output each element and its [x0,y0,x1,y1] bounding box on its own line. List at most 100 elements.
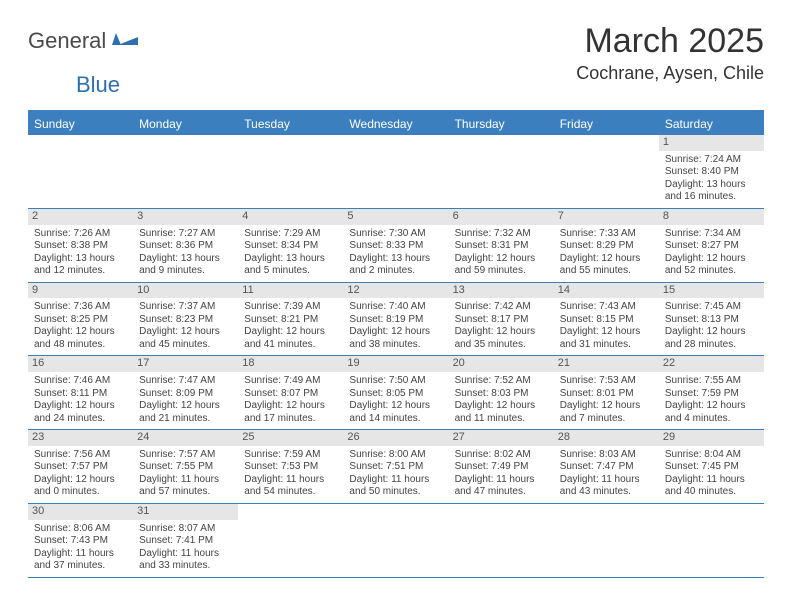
cell-daylight: Daylight: 12 hours and 14 minutes. [349,400,442,425]
cell-sunrise: Sunrise: 7:40 AM [349,301,442,314]
cell-daylight: Daylight: 11 hours and 37 minutes. [34,548,127,573]
calendar-cell [343,504,448,577]
calendar-cell: 9Sunrise: 7:36 AMSunset: 8:25 PMDaylight… [28,283,133,356]
calendar-cell: 29 Sunrise: 8:04 AMSunset: 7:45 PMDayligh… [659,430,764,503]
calendar-cell: 2Sunrise: 7:26 AMSunset: 8:38 PMDaylight… [28,209,133,282]
calendar-cell: 12Sunrise: 7:40 AMSunset: 8:19 PMDayligh… [343,283,448,356]
calendar-cell: 15Sunrise: 7:45 AMSunset: 8:13 PMDayligh… [659,283,764,356]
cell-sunrise: Sunrise: 7:55 AM [665,375,758,388]
cell-daylight: Daylight: 12 hours and 17 minutes. [244,400,337,425]
cell-sunset: Sunset: 8:40 PM [665,166,758,179]
calendar-cell: 16Sunrise: 7:46 AMSunset: 8:11 PMDayligh… [28,356,133,429]
day-number: 30 [28,504,133,520]
cell-sunrise: Sunrise: 7:24 AM [665,154,758,167]
cell-sunrise: Sunrise: 7:32 AM [455,228,548,241]
day-number: 13 [449,283,554,299]
day-number: 9 [28,283,133,299]
cell-daylight: Daylight: 12 hours and 0 minutes. [34,474,127,499]
cell-sunset: Sunset: 7:43 PM [34,535,127,548]
day-number: 22 [659,356,764,372]
calendar-cell [659,504,764,577]
cell-daylight: Daylight: 12 hours and 31 minutes. [560,326,653,351]
day-number: 17 [133,356,238,372]
cell-sunrise: Sunrise: 7:50 AM [349,375,442,388]
calendar-cell [343,135,448,208]
cell-daylight: Daylight: 11 hours and 40 minutes. [665,474,758,499]
calendar-weeks: 1 Sunrise: 7:24 AMSunset: 8:40 PM Daylight… [28,135,764,578]
dayhead-wed: Wednesday [343,112,448,135]
day-number: 21 [554,356,659,372]
cell-daylight: Daylight: 12 hours and 21 minutes. [139,400,232,425]
calendar-cell: 31Sunrise: 8:07 AMSunset: 7:41 PMDayligh… [133,504,238,577]
cell-daylight: Daylight: 12 hours and 35 minutes. [455,326,548,351]
calendar-cell: 23Sunrise: 7:56 AMSunset: 7:57 PMDayligh… [28,430,133,503]
cell-sunset: Sunset: 7:57 PM [34,461,127,474]
calendar-cell [238,504,343,577]
cell-sunset: Sunset: 8:13 PM [665,314,758,327]
calendar-cell: 17Sunrise: 7:47 AMSunset: 8:09 PMDayligh… [133,356,238,429]
cell-sunset: Sunset: 8:17 PM [455,314,548,327]
calendar-cell: 3Sunrise: 7:27 AMSunset: 8:36 PMDaylight… [133,209,238,282]
logo-word1: General [28,28,106,54]
cell-sunrise: Sunrise: 7:46 AM [34,375,127,388]
calendar-week: 1Sunrise: 7:24 AMSunset: 8:40 PMDaylight… [28,135,764,209]
cell-daylight: Daylight: 12 hours and 11 minutes. [455,400,548,425]
logo-flag-icon [112,31,138,52]
calendar-cell: 13 Sunrise: 7:42 AMSunset: 8:17 PMDayligh… [449,283,554,356]
cell-daylight: Daylight: 12 hours and 4 minutes. [665,400,758,425]
day-number: 16 [28,356,133,372]
day-number: 4 [238,209,343,225]
cell-sunset: Sunset: 8:33 PM [349,240,442,253]
cell-daylight: Daylight: 12 hours and 45 minutes. [139,326,232,351]
day-number: 7 [554,209,659,225]
calendar-cell: 28Sunrise: 8:03 AMSunset: 7:47 PMDayligh… [554,430,659,503]
cell-sunrise: Sunrise: 7:42 AM [455,301,548,314]
day-number: 25 [238,430,343,446]
cell-sunset: Sunset: 8:38 PM [34,240,127,253]
day-number: 14 [554,283,659,299]
cell-sunrise: Sunrise: 8:04 AM [665,449,758,462]
cell-sunrise: Sunrise: 7:30 AM [349,228,442,241]
cell-sunset: Sunset: 8:01 PM [560,388,653,401]
day-number: 24 [133,430,238,446]
calendar-cell: 27Sunrise: 8:02 AMSunset: 7:49 PMDayligh… [449,430,554,503]
cell-sunset: Sunset: 7:49 PM [455,461,548,474]
cell-daylight: Daylight: 12 hours and 52 minutes. [665,253,758,278]
cell-sunset: Sunset: 7:41 PM [139,535,232,548]
calendar-cell [28,135,133,208]
cell-sunrise: Sunrise: 7:37 AM [139,301,232,314]
cell-sunrise: Sunrise: 7:56 AM [34,449,127,462]
cell-sunset: Sunset: 8:34 PM [244,240,337,253]
cell-sunrise: Sunrise: 7:36 AM [34,301,127,314]
calendar-cell: 26Sunrise: 8:00 AMSunset: 7:51 PMDayligh… [343,430,448,503]
dayhead-fri: Friday [554,112,659,135]
calendar-cell [554,135,659,208]
day-number: 10 [133,283,238,299]
cell-sunset: Sunset: 8:36 PM [139,240,232,253]
day-number: 27 [449,430,554,446]
dayhead-sun: Sunday [28,112,133,135]
cell-daylight: Daylight: 12 hours and 7 minutes. [560,400,653,425]
page: General March 2025 Cochrane, Aysen, Chil… [0,0,792,600]
cell-daylight: Daylight: 12 hours and 59 minutes. [455,253,548,278]
cell-sunrise: Sunrise: 7:26 AM [34,228,127,241]
cell-daylight: Daylight: 11 hours and 43 minutes. [560,474,653,499]
cell-sunrise: Sunrise: 7:39 AM [244,301,337,314]
cell-sunset: Sunset: 7:45 PM [665,461,758,474]
cell-sunset: Sunset: 7:53 PM [244,461,337,474]
day-number: 11 [238,283,343,299]
cell-sunrise: Sunrise: 7:57 AM [139,449,232,462]
day-number: 5 [343,209,448,225]
day-number: 1 [659,135,764,151]
cell-sunset: Sunset: 8:11 PM [34,388,127,401]
day-number: 20 [449,356,554,372]
cell-sunrise: Sunrise: 7:27 AM [139,228,232,241]
logo: General [28,22,140,54]
calendar-cell [554,504,659,577]
day-number: 29 [659,430,764,446]
cell-sunrise: Sunrise: 8:03 AM [560,449,653,462]
calendar-cell: 5Sunrise: 7:30 AMSunset: 8:33 PMDaylight… [343,209,448,282]
dayhead-tue: Tuesday [238,112,343,135]
calendar-cell: 21Sunrise: 7:53 AMSunset: 8:01 PMDayligh… [554,356,659,429]
day-number: 2 [28,209,133,225]
